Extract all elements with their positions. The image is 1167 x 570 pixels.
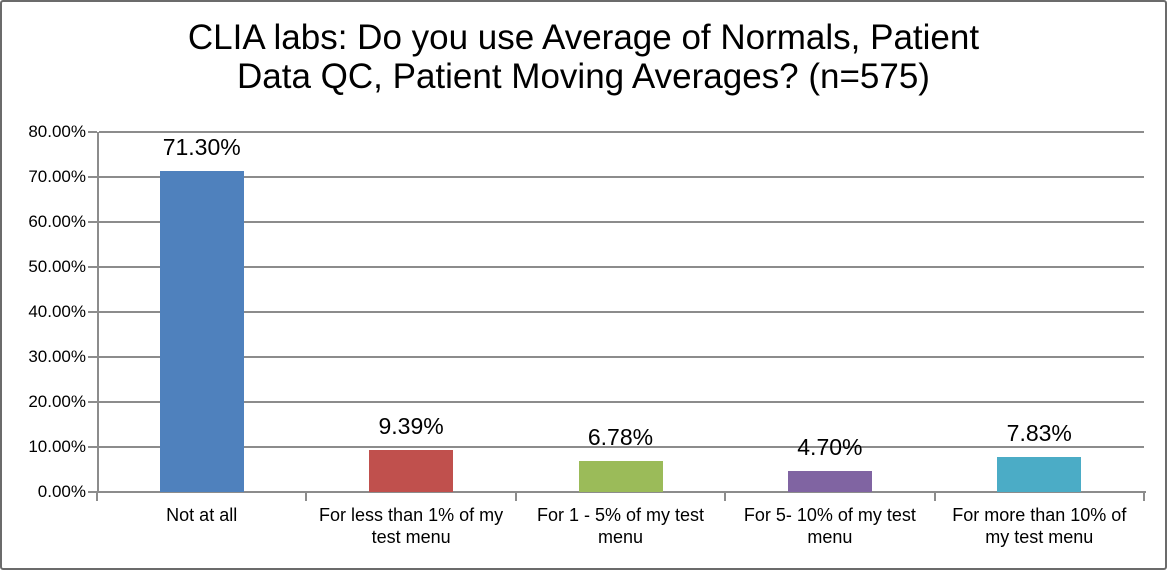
y-axis-tick (88, 176, 97, 178)
bar-value-label: 71.30% (162, 134, 241, 160)
gridline (99, 311, 1144, 313)
x-axis-tick (934, 492, 936, 501)
y-axis-tick (88, 221, 97, 223)
bar-value-label: 4.70% (797, 434, 863, 460)
y-tick-label: 40.00% (28, 302, 86, 321)
bar-value-label: 7.83% (1006, 420, 1072, 446)
y-axis-tick (88, 266, 97, 268)
x-axis-tick (515, 492, 517, 501)
gridline (99, 221, 1144, 223)
bar (997, 457, 1082, 492)
gridline (99, 176, 1144, 178)
y-tick-label: 20.00% (28, 392, 86, 411)
gridline (99, 266, 1144, 268)
y-axis-tick (88, 311, 97, 313)
bar-value-label: 9.39% (378, 413, 444, 439)
x-category-label: For more than 10% of my test menu (952, 505, 1127, 547)
bar-value-label: 6.78% (587, 424, 654, 450)
bar (159, 171, 244, 492)
y-axis-line (97, 132, 99, 493)
x-axis-tick (305, 492, 307, 501)
x-category-label: For less than 1% of my test menu (319, 505, 504, 547)
y-axis-tick (88, 401, 97, 403)
y-tick-label: 10.00% (28, 437, 86, 456)
x-axis-line (97, 491, 1146, 493)
gridline (99, 356, 1144, 358)
bar (787, 471, 872, 492)
y-axis-tick (88, 446, 97, 448)
bar (369, 450, 454, 492)
y-tick-label: 80.00% (28, 122, 86, 141)
y-axis-tick (88, 131, 97, 133)
plot-area: 71.30% 9.39% 6.78% 4.70% 7.83% (97, 131, 1144, 492)
y-tick-label: 30.00% (28, 347, 86, 366)
x-axis-tick (96, 492, 98, 501)
x-category-label: For 1 - 5% of my test menu (536, 505, 705, 547)
x-category-label: For 5- 10% of my test menu (743, 505, 916, 547)
x-axis-tick (724, 492, 726, 501)
y-tick-label: 60.00% (28, 212, 86, 231)
y-axis-tick (88, 491, 97, 493)
y-tick-label: 70.00% (28, 167, 86, 186)
gridline (99, 446, 1144, 448)
gridline (99, 401, 1144, 403)
gridline (99, 131, 1144, 133)
y-tick-label: 0.00% (37, 482, 86, 501)
chart-title: CLIA labs: Do you use Average of Normals… (187, 18, 980, 96)
x-axis-tick (1143, 492, 1145, 501)
y-axis-tick (88, 356, 97, 358)
x-category-label: Not at all (166, 505, 238, 525)
y-tick-label: 50.00% (28, 257, 86, 276)
bar (578, 461, 663, 492)
